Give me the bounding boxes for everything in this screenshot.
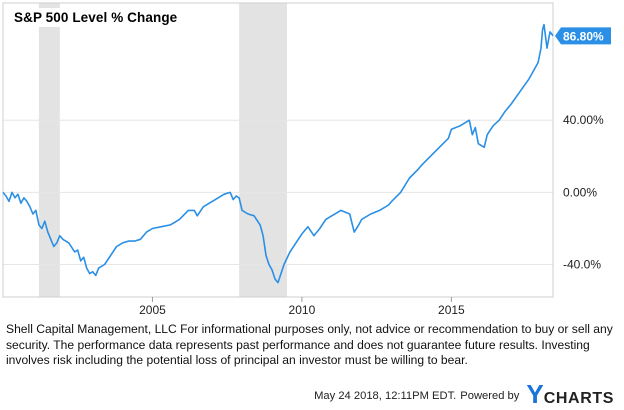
series-line-0 xyxy=(2,23,554,284)
recession-shade-0 xyxy=(38,3,60,297)
y-tick-label-2: 40.00% xyxy=(563,113,604,127)
line-chart: 2005 2010 2015 -40.0% 0.00% 40.00% 86.80% xyxy=(2,2,611,317)
chart-area: 2005 2010 2015 -40.0% 0.00% 40.00% 86.80% S&P … xyxy=(2,2,611,317)
footer: May 24 2018, 12:11PM EDT. Powered by Y C… xyxy=(314,379,614,409)
powered-by-label: Powered by xyxy=(460,390,520,402)
y-tick-label-0: -40.0% xyxy=(563,258,601,272)
x-tick-label-2: 2015 xyxy=(438,303,465,317)
disclaimer-text: Shell Capital Management, LLC For inform… xyxy=(6,322,613,367)
x-tick-label-1: 2010 xyxy=(289,303,316,317)
x-tick-label-0: 2005 xyxy=(139,303,166,317)
ycharts-logo-y: Y xyxy=(526,379,544,409)
timestamp: May 24 2018, 12:11PM EDT. xyxy=(314,390,457,402)
ycharts-logo-text: CHARTS xyxy=(543,390,614,407)
chart-title: S&P 500 Level % Change xyxy=(8,8,184,27)
recession-shade-1 xyxy=(239,3,287,297)
end-value-label: 86.80% xyxy=(563,29,604,43)
ycharts-logo[interactable]: Y CHARTS xyxy=(526,379,614,409)
end-value-badge xyxy=(555,27,611,45)
plot-frame xyxy=(2,2,554,298)
y-tick-label-1: 0.00% xyxy=(563,185,597,199)
